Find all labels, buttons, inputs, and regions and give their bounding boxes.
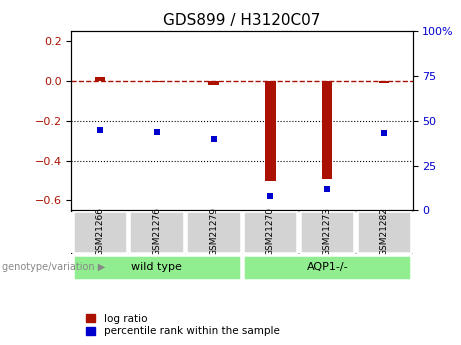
FancyBboxPatch shape — [186, 211, 241, 253]
FancyBboxPatch shape — [357, 211, 411, 253]
Bar — [95, 77, 105, 81]
FancyBboxPatch shape — [243, 255, 412, 280]
Bar — [266, 81, 276, 180]
Text: AQP1-/-: AQP1-/- — [307, 262, 348, 272]
Text: GSM21273: GSM21273 — [323, 207, 332, 256]
Legend: log ratio, percentile rank within the sample: log ratio, percentile rank within the sa… — [86, 314, 279, 336]
Text: GSM21282: GSM21282 — [380, 207, 389, 256]
Bar — [379, 81, 389, 83]
Text: genotype/variation ▶: genotype/variation ▶ — [2, 263, 106, 272]
Text: GSM21270: GSM21270 — [266, 207, 275, 256]
FancyBboxPatch shape — [130, 211, 184, 253]
Title: GDS899 / H3120C07: GDS899 / H3120C07 — [163, 13, 321, 29]
FancyBboxPatch shape — [243, 211, 297, 253]
FancyBboxPatch shape — [72, 255, 241, 280]
FancyBboxPatch shape — [72, 211, 127, 253]
Bar — [208, 81, 219, 85]
Text: GSM21276: GSM21276 — [152, 207, 161, 256]
FancyBboxPatch shape — [300, 211, 355, 253]
Text: GSM21279: GSM21279 — [209, 207, 218, 256]
Text: GSM21266: GSM21266 — [95, 207, 104, 256]
Bar — [322, 81, 332, 179]
Bar — [152, 81, 162, 82]
Text: wild type: wild type — [131, 262, 182, 272]
